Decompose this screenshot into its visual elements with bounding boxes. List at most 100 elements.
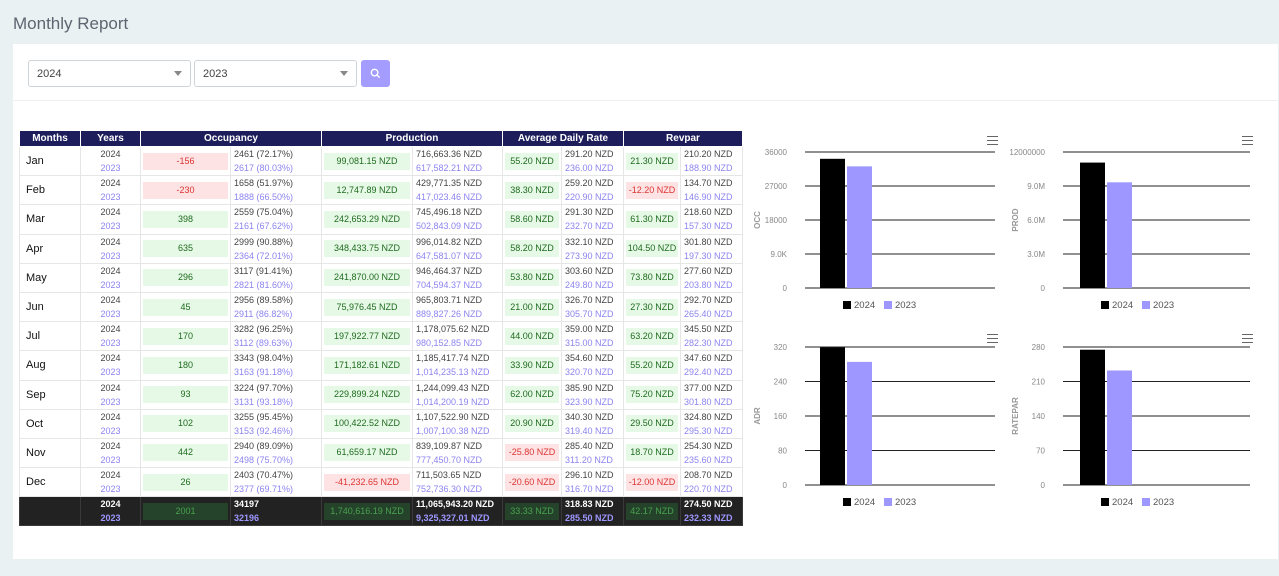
year-previous: 2023 xyxy=(100,484,121,495)
filter-bar: 2024 2023 xyxy=(28,60,390,87)
adr-current: 291.20 NZD xyxy=(565,149,614,160)
occupancy-total-previous: 32196 xyxy=(234,513,260,524)
adr-values-cell: 326.70 NZD 305.70 NZD xyxy=(561,291,624,323)
adr-previous: 315.00 NZD xyxy=(565,338,614,349)
occupancy-diff: 26 xyxy=(143,473,228,491)
production-values-cell: 711,503.65 NZD 752,736.30 NZD xyxy=(412,467,503,498)
legend-swatch xyxy=(1142,498,1150,506)
adr-previous: 319.40 NZD xyxy=(565,425,614,436)
menu-icon[interactable] xyxy=(987,136,998,145)
adr-current: 285.40 NZD xyxy=(565,440,614,451)
legend-label[interactable]: 2024 xyxy=(854,300,875,311)
production-diff-cell: 12,747.89 NZD xyxy=(321,175,413,206)
bar-2024[interactable] xyxy=(820,158,845,288)
adr-values-cell: 354.60 NZD 320.70 NZD xyxy=(561,350,624,381)
month-label: Oct xyxy=(26,417,44,430)
years-cell: 2024 2023 xyxy=(80,321,141,352)
occupancy-diff: 398 xyxy=(143,210,228,228)
production-diff-cell: 241,870.00 NZD xyxy=(321,262,413,293)
legend-swatch xyxy=(843,301,851,309)
production-previous: 1,014,200.19 NZD xyxy=(416,396,490,407)
menu-icon[interactable] xyxy=(1242,334,1253,343)
revpar-diff: 104.50 NZD xyxy=(626,240,678,258)
month-label: May xyxy=(26,271,47,284)
year-b-select[interactable]: 2023 xyxy=(194,60,357,87)
month-cell: Mar xyxy=(19,204,81,235)
year-current: 2024 xyxy=(100,382,121,393)
year-current: 2024 xyxy=(100,295,121,306)
production-current: 716,663.36 NZD xyxy=(416,149,483,160)
occupancy-values-cell: 1658 (51.97%) 1888 (66.50%) xyxy=(230,175,322,206)
production-diff: -41,232.65 NZD xyxy=(324,473,410,491)
production-values-cell: 1,178,075.62 NZD 980,152.85 NZD xyxy=(412,321,503,352)
production-diff: 100,422.52 NZD xyxy=(324,415,410,433)
production-current: 1,107,522.90 NZD xyxy=(416,411,490,422)
revpar-diff-cell: 73.80 NZD xyxy=(623,262,681,293)
adr-previous: 220.90 NZD xyxy=(565,192,614,203)
menu-icon[interactable] xyxy=(1242,136,1253,145)
year-current: 2024 xyxy=(100,440,121,451)
year-current: 2024 xyxy=(100,149,121,160)
bar-2024[interactable] xyxy=(820,347,845,485)
legend-label[interactable]: 2024 xyxy=(854,497,875,508)
occupancy-values-cell: 3255 (95.45%) 3153 (92.46%) xyxy=(230,408,322,439)
adr-diff-cell: 21.00 NZD xyxy=(502,291,562,323)
production-diff-cell: -41,232.65 NZD xyxy=(321,467,413,498)
production-diff-cell: 61,659.17 NZD xyxy=(321,437,413,469)
revpar-current: 345.50 NZD xyxy=(684,324,733,335)
adr-current: 332.10 NZD xyxy=(565,236,614,247)
occupancy-previous: 2911 (86.82%) xyxy=(234,309,293,320)
adr-values-cell: 303.60 NZD 249.80 NZD xyxy=(561,262,624,293)
legend-label[interactable]: 2024 xyxy=(1112,300,1133,311)
revpar-diff-cell: 27.30 NZD xyxy=(623,291,681,323)
years-cell: 2024 2023 xyxy=(80,175,141,206)
legend-swatch xyxy=(1101,301,1109,309)
bar-2023[interactable] xyxy=(1107,182,1132,288)
menu-icon[interactable] xyxy=(987,334,998,343)
bar-2023[interactable] xyxy=(847,361,872,485)
production-previous: 1,007,100.38 NZD xyxy=(416,425,490,436)
legend-label[interactable]: 2023 xyxy=(1153,300,1174,311)
production-diff: 241,870.00 NZD xyxy=(324,269,410,287)
year-a-select[interactable]: 2024 xyxy=(28,60,191,87)
legend-label[interactable]: 2023 xyxy=(895,497,916,508)
revpar-current: 324.80 NZD xyxy=(684,411,733,422)
legend-label[interactable]: 2024 xyxy=(1112,497,1133,508)
legend-label[interactable]: 2023 xyxy=(1153,497,1174,508)
y-tick-label: 0 xyxy=(783,481,788,490)
adr-current: 359.00 NZD xyxy=(565,324,614,335)
table-row: May 2024 2023 296 3117 (91.41%) 2821 (81.60%)… xyxy=(19,262,743,293)
bar-2024[interactable] xyxy=(1080,349,1105,485)
production-diff: 61,659.17 NZD xyxy=(324,444,410,462)
occupancy-diff-cell: 180 xyxy=(140,350,231,381)
legend-swatch xyxy=(843,498,851,506)
production-current: 996,014.82 NZD xyxy=(416,236,483,247)
years-cell: 2024 2023 xyxy=(80,408,141,439)
adr-diff: 33.90 NZD xyxy=(505,356,559,374)
legend-label[interactable]: 2023 xyxy=(895,300,916,311)
bar-2023[interactable] xyxy=(1107,370,1132,485)
bar-2023[interactable] xyxy=(847,166,872,288)
production-previous: 417,023.46 NZD xyxy=(416,192,483,203)
occupancy-values-cell: 3343 (98.04%) 3163 (91.18%) xyxy=(230,350,322,381)
revpar-current: 277.60 NZD xyxy=(684,265,733,276)
revpar-diff: 63.20 NZD xyxy=(626,327,678,345)
year-a-value: 2024 xyxy=(37,67,62,80)
column-header: Revpar xyxy=(623,130,743,147)
occupancy-values-cell: 2940 (89.09%) 2498 (75.70%) xyxy=(230,437,322,469)
occupancy-diff-cell: 398 xyxy=(140,204,231,235)
bar-2024[interactable] xyxy=(1080,162,1105,288)
table-row: Sep 2024 2023 93 3224 (97.70%) 3131 (93.18%) 2… xyxy=(19,379,743,410)
adr-total-previous: 285.50 NZD xyxy=(565,513,614,524)
production-diff: 99,081.15 NZD xyxy=(324,152,410,170)
adr-diff-cell: 62.00 NZD xyxy=(502,379,562,410)
adr-diff: 20.90 NZD xyxy=(505,415,559,433)
totals-row: 2024 2023 2001 34197 32196 1,740,616.19 NZD 11… xyxy=(19,496,743,527)
revpar-previous: 301.80 NZD xyxy=(684,396,733,407)
occupancy-previous: 2498 (75.70%) xyxy=(234,454,294,465)
occupancy-previous: 2821 (81.60%) xyxy=(234,279,294,290)
adr-diff-cell: -20.60 NZD xyxy=(502,467,562,498)
adr-current: 303.60 NZD xyxy=(565,265,614,276)
search-button[interactable] xyxy=(361,60,390,87)
table-row: Aug 2024 2023 180 3343 (98.04%) 3163 (91.18%)… xyxy=(19,350,743,381)
